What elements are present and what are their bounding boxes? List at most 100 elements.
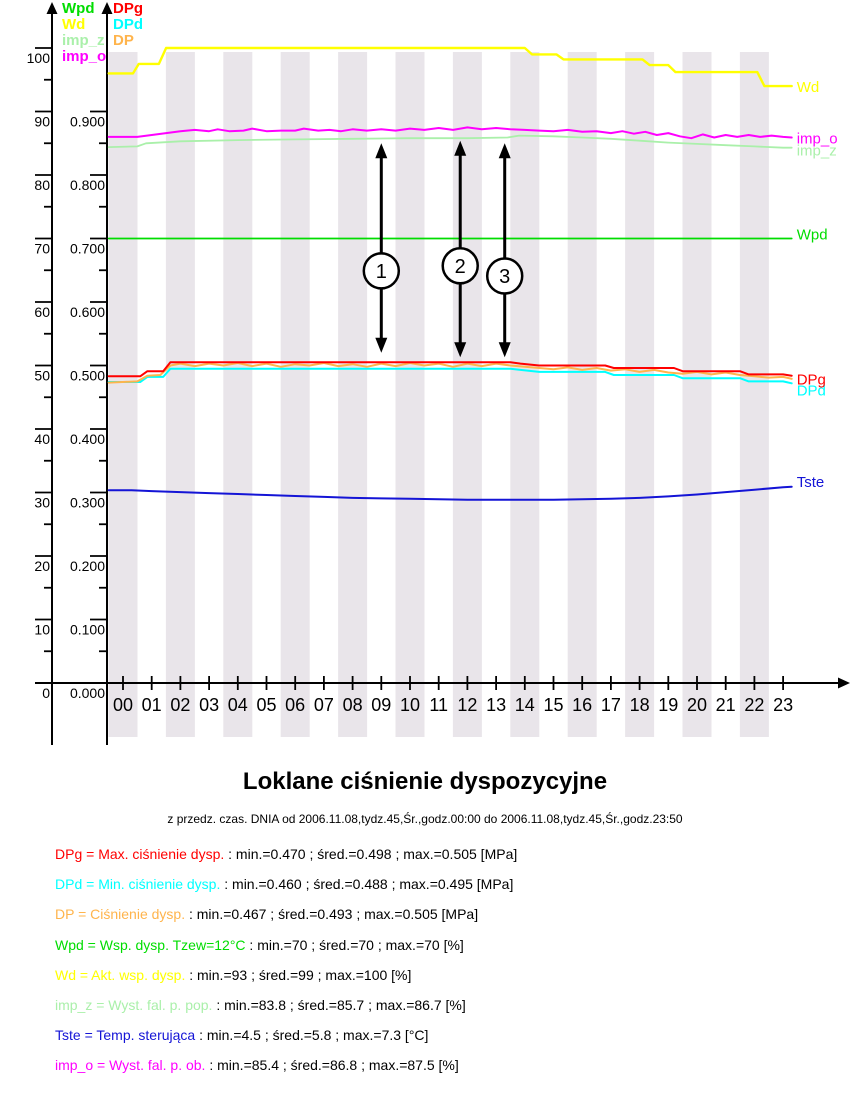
legend-series-label: Wd = Akt. wsp. dysp. bbox=[55, 966, 186, 983]
legend-series-stats: : min.=83.8 ; śred.=85.7 ; max.=86.7 [%] bbox=[212, 997, 466, 1014]
left-tick-label: 70 bbox=[34, 241, 50, 257]
legend-series-label: Tste = Temp. sterująca bbox=[55, 1027, 196, 1044]
hour-label: 15 bbox=[543, 695, 563, 715]
hour-label: 13 bbox=[486, 695, 506, 715]
legend-series-label: imp_z = Wyst. fal. p. pop. bbox=[55, 997, 213, 1014]
series-DP bbox=[107, 362, 793, 384]
annotation-number: 1 bbox=[376, 261, 387, 283]
left-tick-label: 10 bbox=[34, 622, 50, 638]
legend-series-stats: : min.=93 ; śred.=99 ; max.=100 [%] bbox=[185, 966, 412, 983]
hour-label: 22 bbox=[744, 695, 764, 715]
hour-band bbox=[108, 52, 138, 737]
series-name-label: imp_z bbox=[62, 32, 105, 49]
legend-entry-imp_o: imp_o = Wyst. fal. p. ob. : min.=85.4 ; … bbox=[55, 1050, 517, 1080]
hour-label: 18 bbox=[630, 695, 650, 715]
hour-label: 10 bbox=[400, 695, 420, 715]
hour-label: 12 bbox=[457, 695, 477, 715]
series-Tste: Tste bbox=[107, 474, 825, 501]
inner-tick-label: 0.300 bbox=[70, 495, 105, 511]
x-axis-ticks bbox=[122, 676, 784, 690]
annotation-circle bbox=[362, 252, 401, 290]
series-end-label-Tste: Tste bbox=[797, 474, 825, 491]
legend-series-stats: : min.=0.467 ; śred.=0.493 ; max.=0.505 … bbox=[185, 906, 479, 923]
annotation-2: 2 bbox=[441, 140, 479, 358]
inner-tick-label: 0.800 bbox=[70, 177, 105, 193]
left-tick-label: 30 bbox=[34, 495, 50, 511]
x-axis-arrow-icon bbox=[838, 677, 850, 689]
legend-entry-DPg: DPg = Max. ciśnienie dysp. : min.=0.470 … bbox=[55, 839, 517, 869]
legend-entry-DP: DP = Ciśnienie dysp. : min.=0.467 ; śred… bbox=[55, 899, 517, 929]
series-end-label-DPg: DPg bbox=[797, 372, 826, 389]
hour-band bbox=[395, 52, 425, 737]
series-imp_o: imp_o bbox=[107, 126, 838, 148]
inner-axis-tick-labels: 0.000 0.100 0.200 0.300 0.400 0.500 0.600 0.700… bbox=[70, 114, 105, 702]
hour-label: 00 bbox=[113, 695, 133, 715]
chart-title: Loklane ciśnienie dyspozycyjne bbox=[242, 768, 608, 795]
x-axis-tick-labels: 00 01 02 03 04 05 06 07 08 09 10 11 12 13 14 15 16 17 18 19… bbox=[113, 695, 793, 715]
series-line-DPd bbox=[107, 367, 793, 385]
legend-series-stats: : min.=0.470 ; śred.=0.498 ; max.=0.505 … bbox=[224, 846, 518, 863]
series-Wd: Wd bbox=[107, 46, 819, 96]
hour-label: 11 bbox=[429, 695, 448, 715]
left-tick-label: 100 bbox=[27, 50, 51, 66]
series-DPg: DPg bbox=[107, 361, 826, 389]
left-axis-arrow-icon bbox=[46, 2, 58, 14]
left-tick-label: 60 bbox=[34, 304, 50, 320]
hour-label: 19 bbox=[658, 695, 678, 715]
hour-label: 23 bbox=[773, 695, 793, 715]
axes bbox=[35, 14, 838, 745]
hour-label: 17 bbox=[601, 695, 621, 715]
hour-label: 16 bbox=[572, 695, 592, 715]
legend-series-stats: : min.=0.460 ; śred.=0.488 ; max.=0.495 … bbox=[220, 876, 514, 893]
hour-label: 09 bbox=[371, 695, 391, 715]
hour-label: 06 bbox=[285, 695, 305, 715]
series-line-Tste bbox=[107, 485, 793, 501]
series-Wpd: Wpd bbox=[107, 227, 828, 244]
inner-tick-label: 0.700 bbox=[70, 241, 105, 257]
hour-label: 01 bbox=[142, 695, 162, 715]
arrow-up-icon bbox=[375, 143, 388, 159]
series-line-DPg bbox=[107, 361, 793, 378]
annotation-number: 2 bbox=[455, 256, 466, 278]
series-line-DP bbox=[107, 362, 793, 384]
chart-subtitle: z przedz. czas. DNIA od 2006.11.08,tydz.… bbox=[167, 812, 683, 826]
legend-entry-Tste: Tste = Temp. sterująca : min.=4.5 ; śred… bbox=[55, 1020, 517, 1050]
hour-band bbox=[338, 52, 368, 737]
annotation-circle bbox=[485, 257, 524, 295]
inner-tick-label: 0.900 bbox=[70, 114, 105, 130]
hour-band bbox=[739, 52, 769, 737]
inner-tick-label: 0.500 bbox=[70, 368, 105, 384]
legend-series-label: DPg = Max. ciśnienie dysp. bbox=[55, 846, 225, 863]
pressure-chart: 01020304050607080901000.0000.1000.2000.3… bbox=[27, 0, 850, 745]
hour-band bbox=[625, 52, 655, 737]
hour-band bbox=[567, 52, 597, 737]
annotation-3: 3 bbox=[485, 143, 524, 358]
hour-label: 05 bbox=[256, 695, 276, 715]
series-line-imp_z bbox=[107, 134, 793, 149]
series-line-imp_o bbox=[107, 126, 793, 140]
legend-series-label: DP = Ciśnienie dysp. bbox=[55, 906, 186, 923]
inner-tick-label: 0.000 bbox=[70, 685, 105, 701]
series-name-label: Wpd bbox=[62, 0, 94, 17]
arrow-down-icon bbox=[454, 342, 467, 358]
left-axis-tick-labels: 0 10 20 30 40 50 60 70 80 90 100 bbox=[27, 50, 51, 701]
left-tick-label: 40 bbox=[34, 431, 50, 447]
legend-series-label: imp_o = Wyst. fal. p. ob. bbox=[55, 1057, 206, 1074]
legend-series-stats: : min.=4.5 ; śred.=5.8 ; max.=7.3 [°C] bbox=[195, 1027, 429, 1044]
inner-tick-label: 0.400 bbox=[70, 431, 105, 447]
series-name-label: imp_o bbox=[62, 48, 106, 65]
hour-label: 07 bbox=[314, 695, 334, 715]
inner-axis-arrow-icon bbox=[101, 2, 113, 14]
series-end-label-imp_z: imp_z bbox=[797, 143, 837, 160]
legend-series-stats: : min.=85.4 ; śred.=86.8 ; max.=87.5 [%] bbox=[205, 1057, 459, 1074]
series-imp_z: imp_z bbox=[107, 134, 837, 160]
inner-tick-label: 0.200 bbox=[70, 558, 105, 574]
series-DPd: DPd bbox=[107, 367, 826, 399]
left-tick-label: 0 bbox=[42, 685, 50, 701]
left-tick-label: 50 bbox=[34, 368, 50, 384]
left-axis-ticks bbox=[35, 47, 52, 684]
series-name-label: DPd bbox=[113, 16, 143, 33]
arrow-up-icon bbox=[498, 143, 511, 159]
